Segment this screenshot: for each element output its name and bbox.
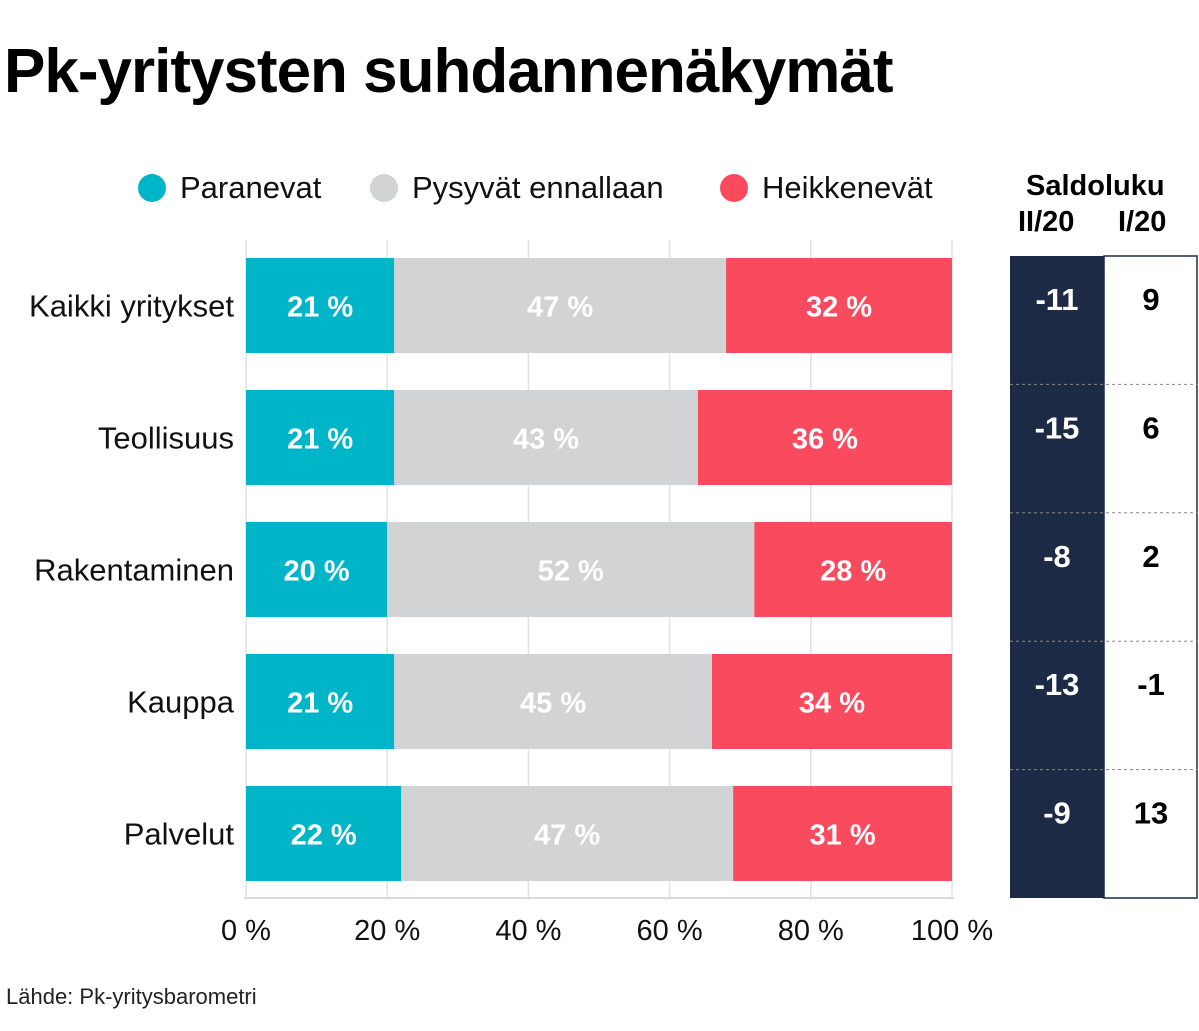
legend-item-pysyvat: Pysyvät ennallaan xyxy=(370,170,664,206)
saldo-i20-value: 2 xyxy=(1142,539,1159,574)
bar-value-label: 22 % xyxy=(291,820,357,852)
bar-value-label: 20 % xyxy=(284,556,350,588)
bar-segment xyxy=(394,390,698,485)
category-label: Kaikki yritykset xyxy=(29,289,234,324)
bar-segment xyxy=(246,258,395,353)
saldo-col-i20-header: I/20 xyxy=(1118,206,1167,238)
bar-segment xyxy=(697,390,952,485)
legend-swatch-pysyvat xyxy=(370,174,398,202)
bar-value-label: 28 % xyxy=(820,556,886,588)
saldo-i20-value: 13 xyxy=(1134,796,1168,831)
x-tick-label: 20 % xyxy=(354,915,420,947)
saldo-col-ii20-header: II/20 xyxy=(1018,206,1075,238)
legend-swatch-paranevat xyxy=(138,174,166,202)
bar-segment xyxy=(246,654,395,749)
bar-value-label: 52 % xyxy=(538,556,604,588)
bar-segment xyxy=(401,786,734,881)
source-note: Lähde: Pk-yritysbarometri xyxy=(6,984,257,1009)
legend-label-heikkenevat: Heikkenevät xyxy=(762,170,933,205)
saldo-ii20-value: -11 xyxy=(1035,282,1078,317)
bar-value-label: 21 % xyxy=(287,292,353,324)
bar-segment xyxy=(246,786,402,881)
bar-value-label: 34 % xyxy=(799,688,865,720)
legend-item-paranevat: Paranevat xyxy=(138,170,321,206)
x-tick-label: 40 % xyxy=(495,915,561,947)
saldo-col-i20-bg xyxy=(1103,255,1198,899)
saldo-title: Saldoluku xyxy=(1026,170,1165,202)
bar-segment xyxy=(726,258,952,353)
legend-item-heikkenevat: Heikkenevät xyxy=(720,170,933,206)
bar-value-label: 47 % xyxy=(534,820,600,852)
x-tick-label: 80 % xyxy=(778,915,844,947)
legend-label-paranevat: Paranevat xyxy=(180,170,322,205)
category-label: Teollisuus xyxy=(98,421,234,456)
saldo-ii20-value: -13 xyxy=(1035,667,1080,702)
x-tick-label: 60 % xyxy=(637,915,703,947)
bar-segment xyxy=(394,258,727,353)
saldo-ii20-value: -9 xyxy=(1043,796,1071,831)
bar-segment xyxy=(394,654,712,749)
x-tick-label: 0 % xyxy=(221,915,271,947)
category-label: Rakentaminen xyxy=(34,553,234,588)
bar-value-label: 21 % xyxy=(287,424,353,456)
category-label: Kauppa xyxy=(127,685,235,720)
bar-value-label: 21 % xyxy=(287,688,353,720)
saldo-i20-value: 6 xyxy=(1142,410,1159,445)
saldo-col-ii20-bg xyxy=(1010,256,1104,898)
x-tick-label: 100 % xyxy=(911,915,993,947)
category-label: Palvelut xyxy=(124,817,235,852)
bar-segment xyxy=(387,522,755,617)
saldo-ii20-value: -8 xyxy=(1043,539,1071,574)
saldo-i20-value: -1 xyxy=(1137,667,1165,702)
bar-segment xyxy=(733,786,952,881)
bar-value-label: 47 % xyxy=(527,292,593,324)
bar-value-label: 31 % xyxy=(810,820,876,852)
chart-title: Pk-yritysten suhdannenäkymät xyxy=(4,37,894,106)
legend-swatch-heikkenevat xyxy=(720,174,748,202)
saldo-i20-value: 9 xyxy=(1142,282,1159,317)
bar-value-label: 45 % xyxy=(520,688,586,720)
bar-value-label: 43 % xyxy=(513,424,579,456)
legend-label-pysyvat: Pysyvät ennallaan xyxy=(412,170,664,205)
bar-segment xyxy=(246,522,388,617)
bar-value-label: 36 % xyxy=(792,424,858,456)
saldo-ii20-value: -15 xyxy=(1035,410,1080,445)
bar-segment xyxy=(754,522,952,617)
bar-segment xyxy=(711,654,952,749)
bar-value-label: 32 % xyxy=(806,292,872,324)
bar-segment xyxy=(246,390,395,485)
